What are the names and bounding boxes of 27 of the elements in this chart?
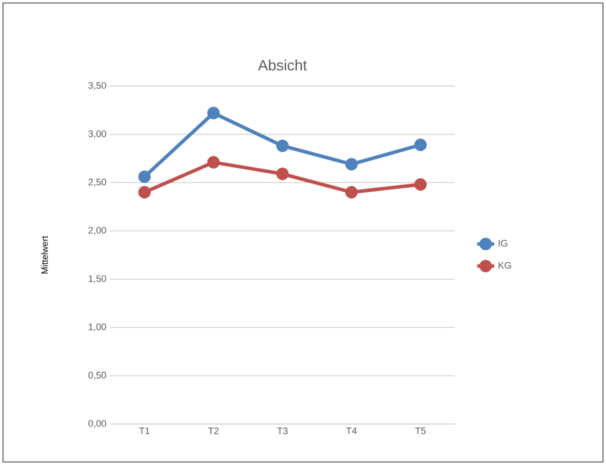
- point: [207, 106, 220, 120]
- x-tick-label: T4: [346, 428, 357, 434]
- y-tick-label: 0,50: [88, 372, 106, 380]
- y-tick-label: 3,50: [88, 82, 106, 90]
- point: [345, 186, 358, 198]
- y-tick-label: 3,00: [88, 130, 106, 138]
- y-tick-label: 2,00: [88, 226, 106, 235]
- point: [345, 158, 358, 170]
- y-tick-label: 1,50: [88, 275, 106, 284]
- y-tick-label: 0,00: [88, 420, 106, 428]
- x-tick-label: T1: [139, 428, 150, 434]
- y-tick-label: 2,50: [88, 178, 106, 186]
- chart-title: Absicht: [258, 60, 307, 70]
- point: [414, 138, 427, 152]
- point: [138, 186, 151, 198]
- y-tick-label: 1,00: [88, 324, 106, 332]
- x-tick-label: T3: [277, 428, 288, 434]
- point: [414, 178, 427, 191]
- point: [207, 156, 220, 169]
- legend-label: KG: [498, 262, 511, 269]
- y-axis-title: Mittelwert: [41, 236, 48, 274]
- legend-label: IG: [498, 240, 508, 247]
- x-tick-label: T5: [415, 428, 426, 434]
- point: [276, 168, 289, 180]
- x-tick-label: T2: [208, 428, 219, 434]
- point: [276, 140, 289, 152]
- point: [138, 170, 151, 184]
